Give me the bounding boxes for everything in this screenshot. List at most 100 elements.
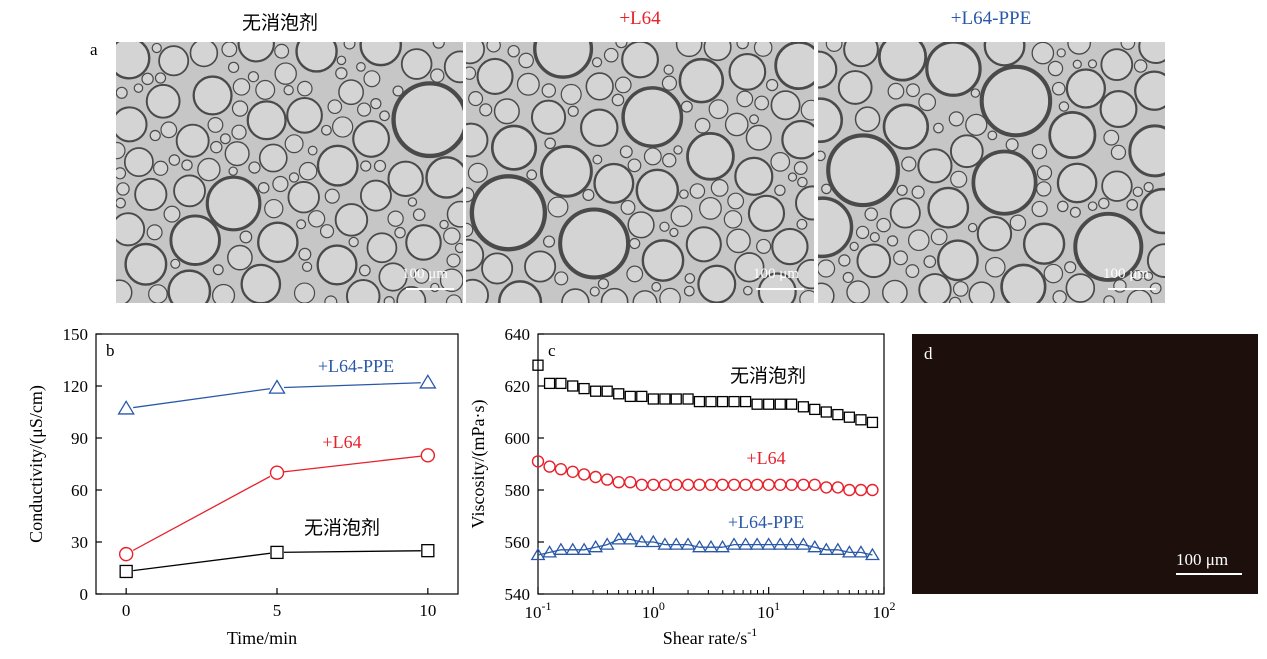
chart-c-point-2-18 xyxy=(738,537,754,550)
chart-b-point-2-2 xyxy=(421,544,435,558)
chart-c-point-2-7 xyxy=(611,532,627,545)
chart-c-point-1-13 xyxy=(681,478,695,492)
chart-b-marker-bg xyxy=(119,564,134,579)
chart-b-point-0-1 xyxy=(268,379,286,394)
micrograph-bubbles-1 xyxy=(116,42,463,303)
scale-bar-2 xyxy=(756,288,804,290)
chart-c-point-1-8 xyxy=(624,475,637,489)
chart-c-point-0-6 xyxy=(601,385,613,397)
chart-c-point-1-12 xyxy=(670,478,683,492)
chart-c-point-2-29 xyxy=(864,547,880,561)
chart-c-point-1-24 xyxy=(808,478,821,492)
chart-c-point-1-27 xyxy=(843,483,856,497)
micrograph-l64-ppe: 100 μm xyxy=(818,42,1165,303)
chart-c-point-0-11 xyxy=(659,393,671,405)
chart-c-ylabel: Viscosity/(mPa·s) xyxy=(468,400,489,529)
chart-c-xtick-exp: 2 xyxy=(890,599,896,613)
chart-c-point-2-28 xyxy=(853,545,869,558)
chart-c-frame xyxy=(537,333,885,595)
chart-c-letter: c xyxy=(548,341,556,360)
chart-c-point-1-11 xyxy=(658,478,672,492)
micrograph-l64: 100 μm xyxy=(466,42,814,303)
chart-b-marker-bg xyxy=(270,380,284,395)
chart-c-point-1-23 xyxy=(797,478,810,492)
chart-c-point-2-2 xyxy=(553,542,569,555)
chart-b-ytick-label: 30 xyxy=(71,533,88,552)
chart-c-point-0-26 xyxy=(832,408,844,421)
chart-c-point-1-0 xyxy=(531,455,545,468)
chart-c-xtick-base: 10 xyxy=(757,603,774,622)
micrograph-bubbles-2 xyxy=(466,42,814,303)
chart-b-marker-bg xyxy=(420,375,435,390)
panel-a-title-1: 无消泡剂 xyxy=(241,13,318,34)
chart-c-point-2-27 xyxy=(841,545,857,558)
chart-c-point-1-26 xyxy=(831,481,845,494)
chart-c-point-0-28 xyxy=(855,414,867,426)
chart-c-point-2-15 xyxy=(703,539,719,553)
scale-label-2: 100 μm xyxy=(753,266,799,282)
chart-c-point-0-13 xyxy=(682,393,694,405)
chart-c-point-0-10 xyxy=(647,393,659,405)
micrograph-dark: d 100 μm xyxy=(912,334,1258,594)
chart-c-point-0-27 xyxy=(843,411,856,423)
chart-c-point-0-15 xyxy=(705,395,717,408)
chart-c-point-0-16 xyxy=(716,395,729,408)
chart-c-point-2-23 xyxy=(795,537,811,550)
chart-b-point-1-0 xyxy=(118,546,134,562)
chart-b-marker-bg xyxy=(420,543,435,558)
chart-c-point-1-6 xyxy=(600,473,614,486)
panel-d-scale-label: 100 μm xyxy=(1176,550,1229,569)
chart-c-point-2-9 xyxy=(634,534,650,548)
chart-c-point-0-19 xyxy=(751,398,763,410)
chart-b-ytick-label: 0 xyxy=(80,585,89,604)
chart-c-point-0-12 xyxy=(670,393,682,405)
chart-c-series-line-2 xyxy=(537,538,873,556)
chart-c-point-2-11 xyxy=(657,537,673,550)
panel-a-title-2: +L64 xyxy=(619,8,661,29)
chart-b-label-none: 无消泡剂 xyxy=(304,517,380,539)
scale-label-1: 100 μm xyxy=(402,266,448,282)
chart-b-marker-bg xyxy=(420,448,435,463)
chart-c-point-0-7 xyxy=(613,388,625,400)
chart-c-point-2-8 xyxy=(622,532,638,545)
chart-b-label-ppe: +L64-PPE xyxy=(318,356,394,376)
chart-c-point-0-4 xyxy=(578,382,590,395)
chart-c-point-2-6 xyxy=(599,537,615,550)
chart-c-point-2-1 xyxy=(542,545,558,558)
chart-b-letter: b xyxy=(106,341,115,360)
chart-c-point-2-16 xyxy=(715,539,730,553)
chart-c-point-2-14 xyxy=(691,539,707,553)
chart-c-point-0-22 xyxy=(785,398,798,410)
chart-c-point-1-25 xyxy=(820,481,833,494)
chart-c-point-1-28 xyxy=(854,483,868,497)
chart-c-point-2-20 xyxy=(761,537,777,550)
chart-c-point-0-18 xyxy=(739,395,752,408)
chart-c-xtick-exp: -1 xyxy=(542,599,552,613)
chart-c-point-1-17 xyxy=(727,478,741,492)
chart-c-point-2-19 xyxy=(749,537,765,550)
chart-c-xlabel-text: Shear rate/s xyxy=(663,628,747,648)
scale-label-3: 100 μm xyxy=(1103,266,1149,282)
chart-c-point-0-23 xyxy=(797,401,810,413)
chart-c-xtick-label: 100 xyxy=(642,599,665,622)
chart-c-point-2-24 xyxy=(807,539,823,553)
chart-b-marker-bg xyxy=(270,465,284,480)
chart-c-point-1-15 xyxy=(704,478,718,492)
chart-b-xtick-label: 5 xyxy=(273,601,282,620)
chart-c-point-2-10 xyxy=(645,534,661,548)
chart-c-point-0-3 xyxy=(567,380,579,392)
chart-b-point-1-1 xyxy=(269,465,285,480)
chart-b-point-1-2 xyxy=(420,448,436,463)
chart-c-point-2-5 xyxy=(588,539,604,553)
chart-c-point-0-1 xyxy=(543,377,556,390)
chart-c-point-0-5 xyxy=(589,385,602,397)
chart-c-xtick-exp: 0 xyxy=(659,599,665,613)
chart-b-xtick-label: 10 xyxy=(419,601,436,620)
chart-b-point-2-0 xyxy=(119,564,133,579)
chart-b-ytick-label: 60 xyxy=(71,481,88,500)
chart-c-point-1-10 xyxy=(647,478,660,492)
panel-d-letter: d xyxy=(924,344,933,363)
chart-c-point-0-29 xyxy=(866,416,879,429)
chart-b-xlabel: Time/min xyxy=(227,628,297,648)
